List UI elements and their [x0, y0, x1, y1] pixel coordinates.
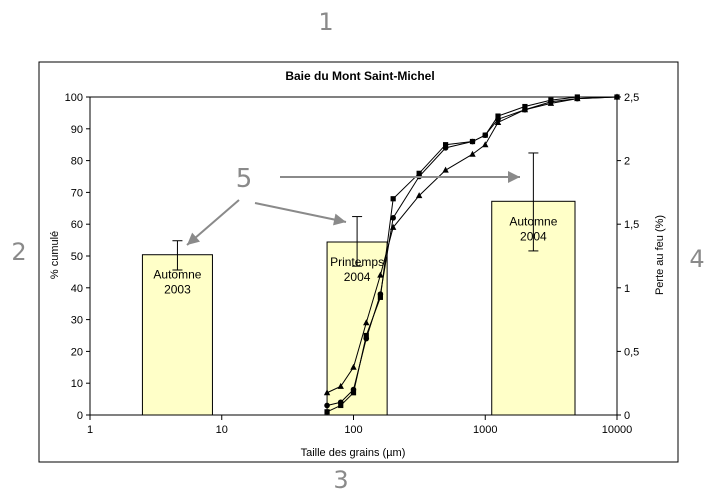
data-point	[377, 294, 383, 300]
x-tick-label: 10	[216, 424, 228, 436]
data-point	[324, 409, 330, 415]
data-point	[390, 196, 396, 202]
x-axis-label: Taille des grains (µm)	[301, 447, 406, 459]
y-tick-label: 60	[71, 219, 83, 231]
y-tick-label: 50	[71, 251, 83, 263]
data-point	[363, 319, 370, 326]
data-point	[350, 390, 357, 396]
x-tick-label: 10000	[602, 424, 633, 436]
y2-tick-label: 0	[624, 410, 630, 422]
data-point	[521, 106, 529, 113]
data-point	[482, 132, 488, 138]
annotation-top: 1	[318, 8, 333, 36]
data-point	[482, 141, 489, 148]
data-point	[324, 402, 330, 409]
data-point	[442, 166, 449, 173]
data-point	[442, 142, 449, 148]
data-point	[390, 215, 396, 221]
data-point	[469, 138, 476, 145]
y2-tick-label: 1,5	[624, 219, 639, 231]
data-point	[389, 223, 397, 230]
annotation-right: 4	[689, 245, 704, 273]
y-tick-label: 80	[71, 156, 83, 168]
data-point	[547, 99, 555, 106]
data-point	[323, 389, 331, 396]
data-point	[415, 192, 423, 199]
y-tick-label: 30	[71, 315, 83, 327]
x-tick-label: 1000	[473, 424, 497, 436]
annotation-arrow-head	[187, 232, 201, 245]
bar	[326, 241, 388, 416]
annotation-bottom: 3	[333, 466, 348, 490]
annotation-arrow-shaft	[254, 202, 347, 223]
y-tick-label: 70	[71, 187, 83, 199]
data-point	[363, 332, 369, 339]
data-point	[495, 113, 501, 119]
x-tick-label: 1	[87, 424, 93, 436]
bar-label: Automne	[509, 214, 557, 228]
y-tick-label: 100	[65, 92, 83, 104]
annotation-arrow-head	[508, 171, 520, 183]
bar-label: 2004	[520, 229, 547, 243]
y2-tick-label: 2,5	[624, 92, 639, 104]
y-tick-group: 0 10 20 30 40 50 60 70 80 90 100	[65, 92, 90, 422]
bar-label: Printemps	[330, 255, 384, 269]
bar-label: 2003	[164, 283, 191, 297]
data-point	[469, 150, 476, 157]
chart-title: Baie du Mont Saint-Michel	[285, 69, 434, 83]
y-tick-label: 20	[71, 346, 83, 358]
y-axis-label: % cumulé	[49, 231, 61, 279]
bar-label: Automne	[153, 268, 201, 282]
y2-tick-label: 2	[624, 156, 630, 168]
bar-label: 2004	[344, 270, 371, 284]
y-tick-label: 40	[71, 283, 83, 295]
y-tick-label: 10	[71, 378, 83, 390]
y2-axis-label: Perte au feu (%)	[654, 215, 666, 295]
data-point	[337, 382, 344, 389]
x-tick-group: 1 10 100 1000 10000	[87, 415, 632, 436]
y2-tick-label: 0,5	[624, 346, 639, 358]
annotation-left: 2	[11, 238, 26, 266]
y2-tick-group: 0 0,5 1 1,5 2 2,5	[617, 92, 639, 422]
annotation-arrow-head	[333, 213, 346, 226]
y-tick-label: 0	[77, 410, 83, 422]
data-point	[377, 271, 384, 278]
data-point	[574, 95, 581, 102]
data-point	[416, 170, 422, 176]
y2-tick-label: 1	[624, 283, 630, 295]
data-point	[494, 118, 502, 125]
arrow-group	[186, 171, 520, 246]
annotation-center: 5	[236, 164, 253, 194]
data-point	[350, 363, 357, 370]
y-tick-label: 90	[71, 124, 83, 136]
x-tick-label: 100	[344, 424, 362, 436]
data-point	[338, 402, 344, 409]
bar	[141, 254, 213, 416]
